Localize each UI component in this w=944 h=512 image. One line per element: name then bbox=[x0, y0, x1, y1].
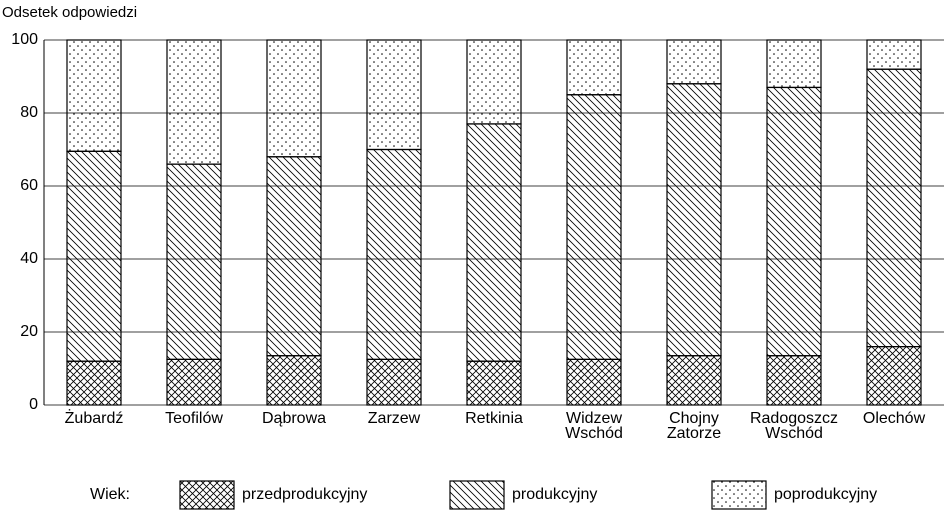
bar-segment bbox=[866, 346, 922, 406]
legend-title: Wiek: bbox=[90, 486, 130, 503]
bar-segment bbox=[666, 355, 722, 406]
y-tick-label: 60 bbox=[20, 177, 38, 194]
bar-segment bbox=[566, 94, 622, 360]
y-axis-label: Odsetek odpowiedzi bbox=[2, 4, 137, 21]
x-tick-label: Chojny Zatorze bbox=[666, 410, 722, 442]
bar-segment bbox=[566, 358, 622, 406]
bar-segment bbox=[466, 39, 522, 125]
bar-segment bbox=[266, 39, 322, 158]
bar-segment bbox=[666, 39, 722, 85]
x-tick-label: Dąbrowa bbox=[261, 410, 327, 427]
bar-segment bbox=[166, 163, 222, 360]
legend-swatch bbox=[179, 480, 235, 510]
x-tick-label: Teofilów bbox=[165, 410, 223, 427]
legend-label: poprodukcyjny bbox=[774, 486, 877, 503]
bar-segment bbox=[266, 355, 322, 406]
bar-segment bbox=[866, 68, 922, 348]
x-tick-label: Radogoszcz Wschód bbox=[749, 410, 839, 442]
bar-segment bbox=[766, 355, 822, 406]
bar-segment bbox=[366, 148, 422, 360]
y-tick-label: 100 bbox=[11, 31, 38, 48]
x-tick-label: Olechów bbox=[862, 410, 926, 427]
legend-label: przedprodukcyjny bbox=[242, 486, 367, 503]
bar-segment bbox=[466, 360, 522, 406]
bar-segment bbox=[366, 358, 422, 406]
bar-segment bbox=[166, 39, 222, 165]
x-tick-label: Żubardź bbox=[64, 410, 124, 427]
legend-label: produkcyjny bbox=[512, 486, 597, 503]
bar-segment bbox=[166, 358, 222, 406]
bar-segment bbox=[366, 39, 422, 151]
legend-swatch bbox=[711, 480, 767, 510]
bar-segment bbox=[766, 39, 822, 89]
y-tick-label: 20 bbox=[20, 323, 38, 340]
y-tick-label: 0 bbox=[29, 396, 38, 413]
bar-segment bbox=[66, 360, 122, 406]
bar-segment bbox=[666, 83, 722, 357]
bar-segment bbox=[266, 156, 322, 357]
y-tick-label: 40 bbox=[20, 250, 38, 267]
legend-swatch bbox=[449, 480, 505, 510]
bar-segment bbox=[766, 86, 822, 357]
x-tick-label: Retkinia bbox=[465, 410, 523, 427]
bar-segment bbox=[466, 123, 522, 362]
bar-segment bbox=[866, 39, 922, 70]
bar-segment bbox=[66, 150, 122, 362]
bar-segment bbox=[566, 39, 622, 96]
x-tick-label: Zarzew bbox=[367, 410, 421, 427]
bar-segment bbox=[66, 39, 122, 152]
x-tick-label: Widzew Wschód bbox=[565, 410, 623, 442]
y-tick-label: 80 bbox=[20, 104, 38, 121]
